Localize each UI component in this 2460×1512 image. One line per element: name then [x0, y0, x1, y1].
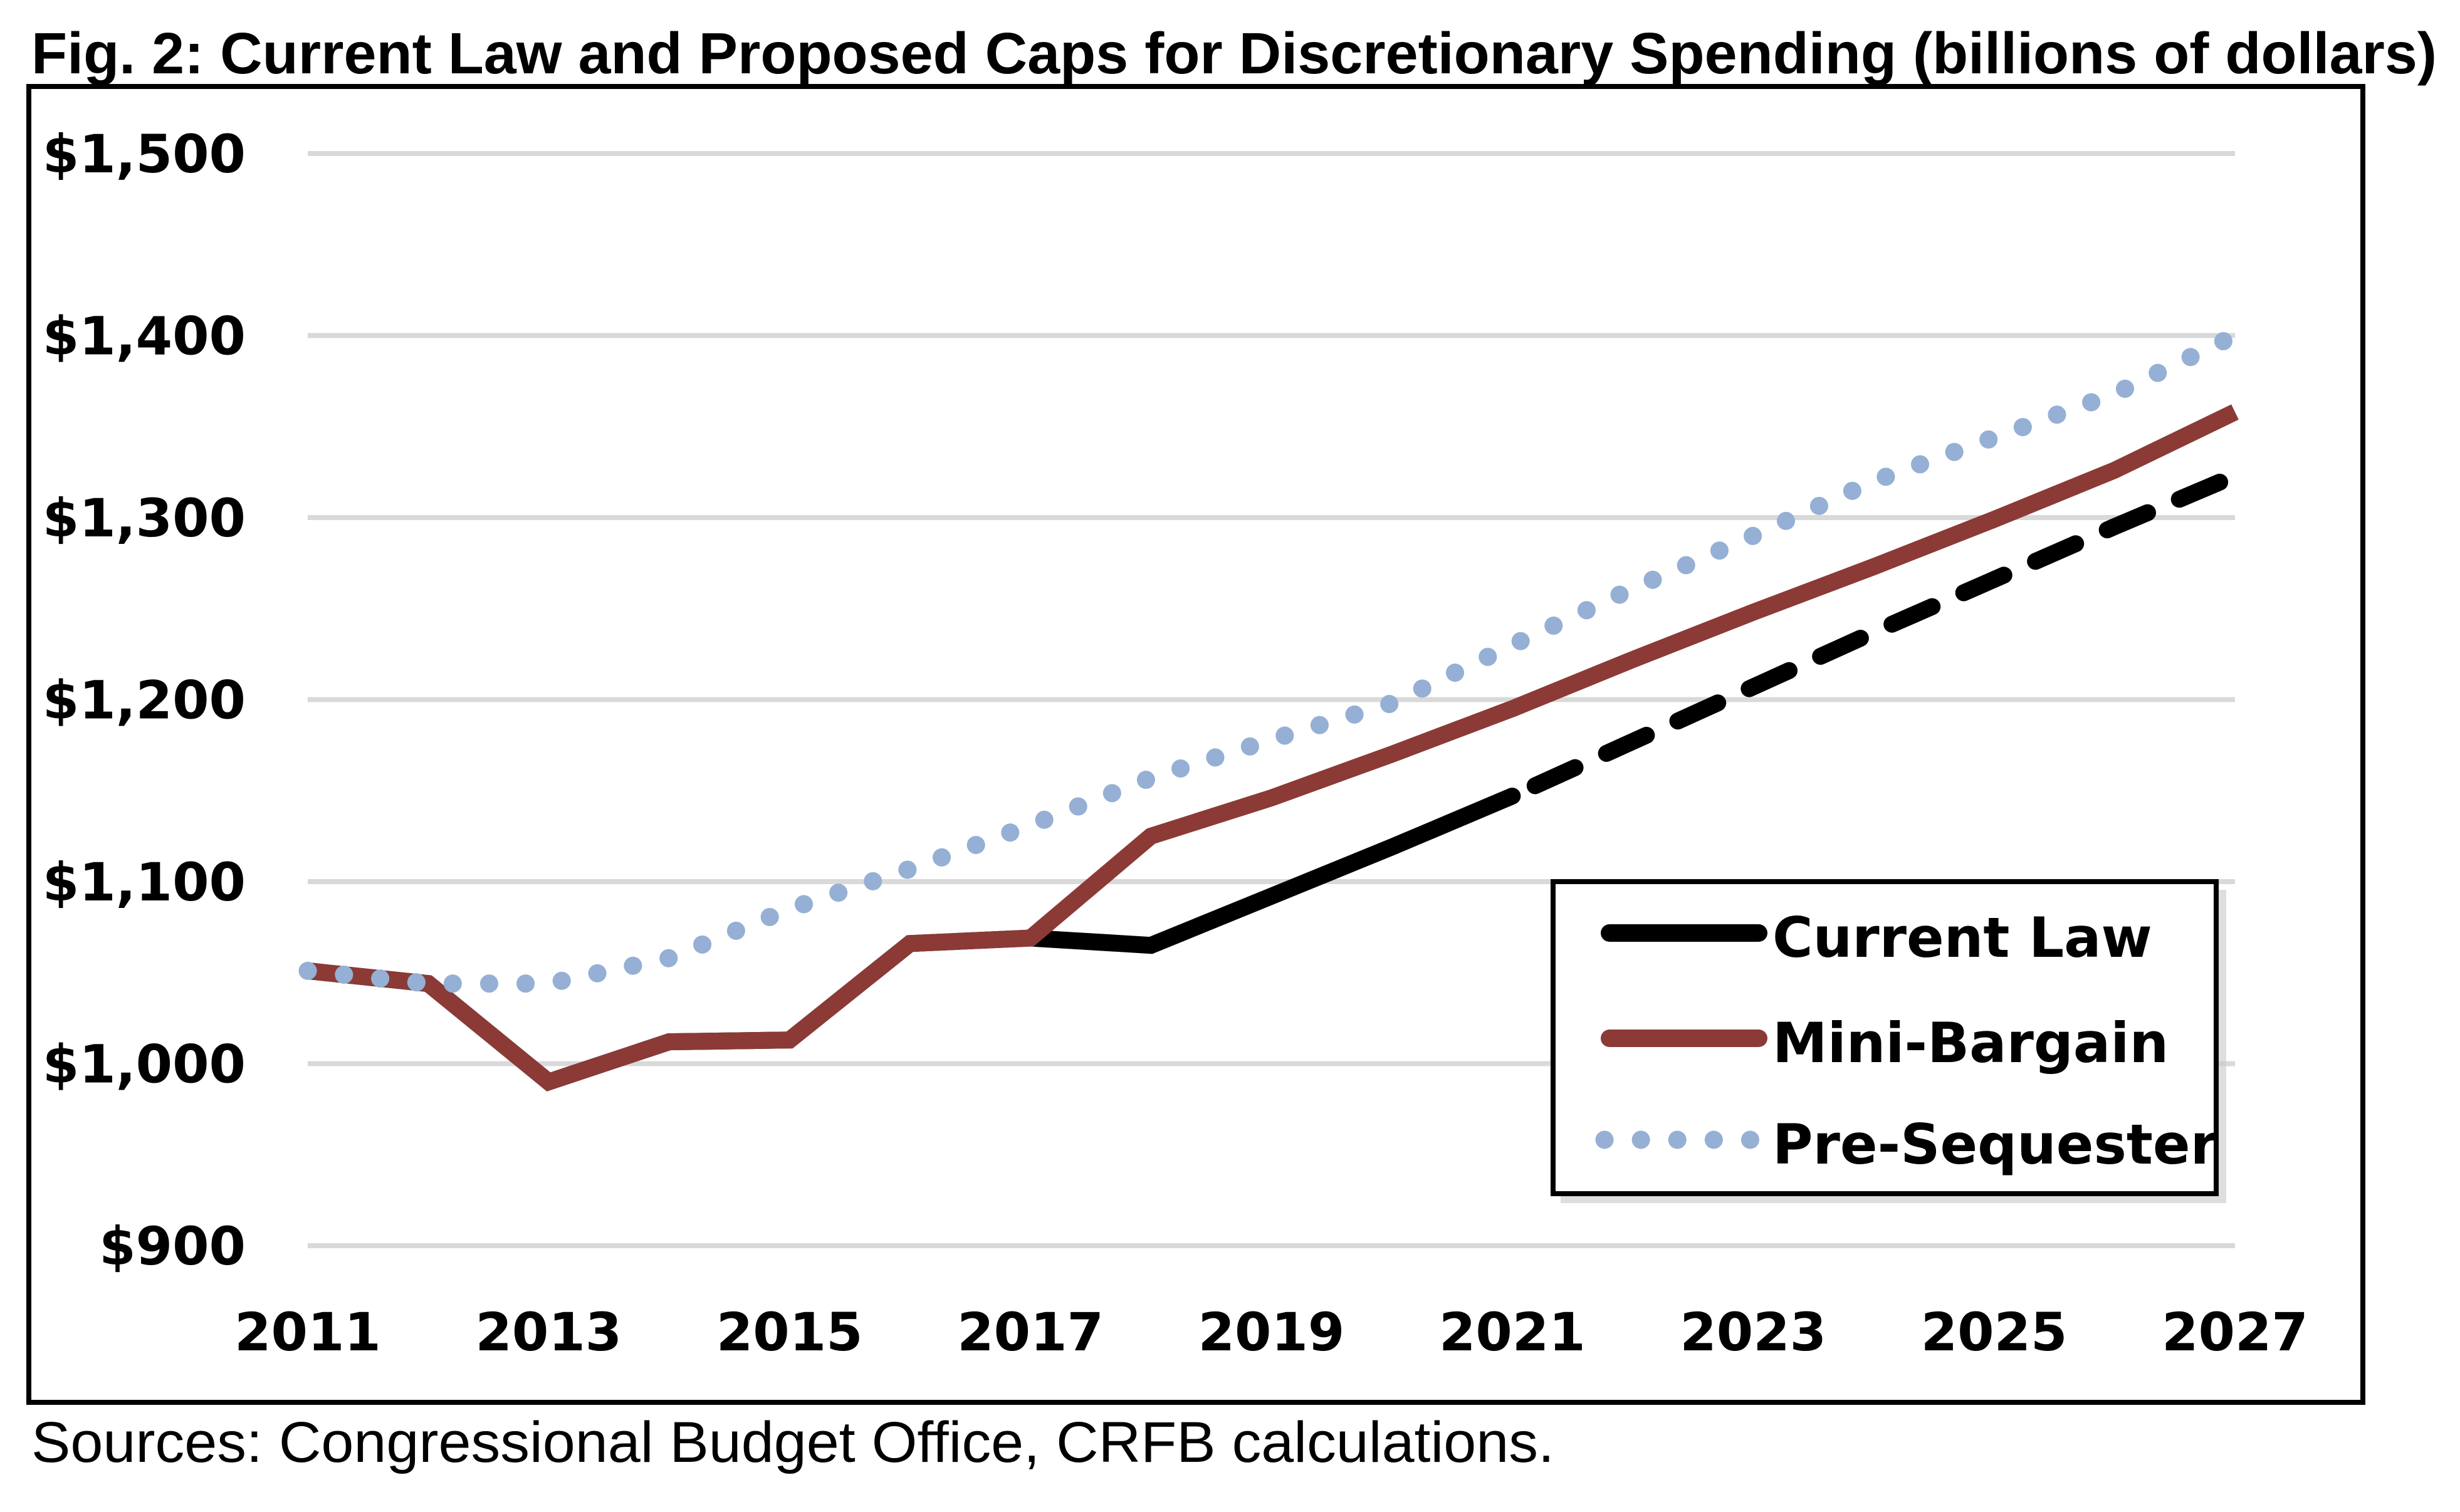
chart-frame: [26, 84, 2365, 1405]
y-tick-label: $1,400: [43, 306, 246, 367]
x-tick-label: 2021: [1439, 1301, 1586, 1363]
y-tick-label: $900: [99, 1216, 246, 1277]
x-tick-label: 2023: [1680, 1301, 1826, 1363]
source-note: Sources: Congressional Budget Office, CR…: [31, 1410, 1554, 1474]
y-tick-label: $1,300: [43, 487, 246, 549]
y-axis-tick-labels: $900 $1,000 $1,100 $1,200 $1,300 $1,400 $1,500: [43, 123, 246, 1277]
y-tick-label: $1,100: [43, 852, 246, 913]
x-tick-label: 2015: [716, 1301, 863, 1363]
legend-item-current-law: Current Law: [1601, 905, 2152, 970]
y-tick-label: $1,500: [43, 123, 246, 185]
legend: Current Law Mini-Bargain Pre-Sequester: [1551, 879, 2226, 1203]
x-tick-label: 2017: [957, 1301, 1104, 1363]
series-line-current-law-dashed: [1504, 467, 2244, 805]
x-tick-label: 2025: [1921, 1301, 2068, 1363]
legend-label: Pre-Sequester: [1772, 1112, 2218, 1177]
legend-label: Current Law: [1772, 905, 2152, 970]
x-tick-label: 2019: [1198, 1301, 1345, 1363]
series-line-mini-bargain: [306, 404, 2239, 1092]
y-tick-label: $1,000: [43, 1034, 246, 1095]
x-axis-tick-labels: 2011 2013 2015 2017 2019 2021 2023 2025 2027: [234, 1301, 2308, 1363]
chart-title: Fig. 2: Current Law and Proposed Caps fo…: [31, 21, 2437, 86]
series-line-pre-sequester: [298, 326, 2244, 993]
legend-item-mini-bargain: Mini-Bargain: [1601, 1011, 2169, 1075]
plot-series: [298, 326, 2244, 1092]
x-tick-label: 2027: [2162, 1301, 2308, 1363]
legend-item-pre-sequester: Pre-Sequester: [1595, 1112, 2218, 1177]
legend-label: Mini-Bargain: [1772, 1011, 2169, 1075]
x-tick-label: 2013: [475, 1301, 622, 1363]
y-tick-label: $1,200: [43, 670, 246, 731]
x-tick-label: 2011: [234, 1301, 381, 1363]
